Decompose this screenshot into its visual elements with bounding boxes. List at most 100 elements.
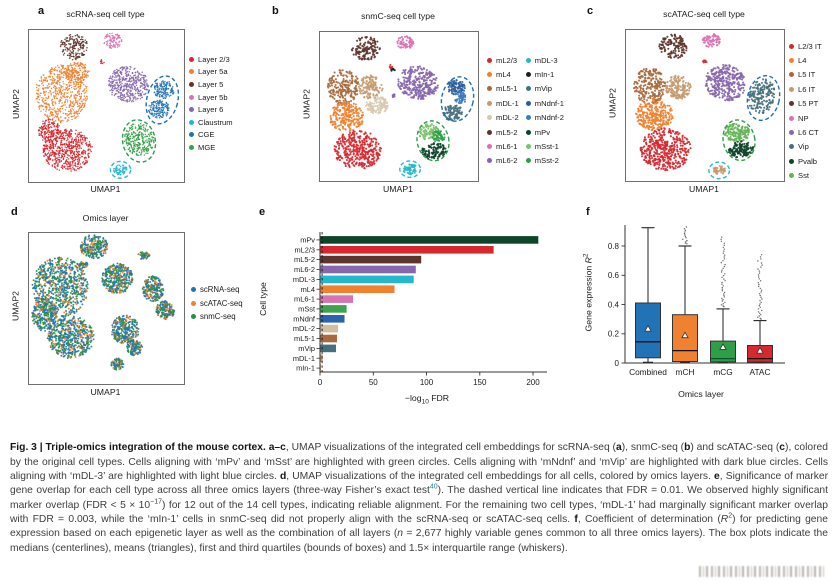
watermark	[699, 566, 826, 577]
caption-segment: a	[615, 442, 622, 454]
legend-label: Layer 6	[198, 105, 224, 115]
outlier-dot	[760, 291, 762, 293]
outlier-dot	[722, 252, 724, 254]
outlier-dot	[761, 298, 763, 300]
outlier-dot	[722, 303, 724, 305]
caption-segment: c	[280, 442, 286, 454]
box-category-label: Combined	[629, 367, 667, 377]
outlier-dot	[684, 229, 687, 231]
legend-c: L2/3 IT L4 L5 IT L6 IT L5 PT NP L6 CT Vip Pvalb S…	[789, 39, 822, 183]
legend-label: L2/3 IT	[798, 41, 822, 51]
legend-swatch	[189, 107, 194, 113]
panel-f-xlabel: Omics layer	[678, 389, 724, 399]
outlier-dot	[724, 280, 726, 282]
outlier-dot	[757, 316, 759, 318]
legend-swatch	[189, 81, 194, 87]
outlier-dot	[759, 312, 761, 314]
outlier-dot	[723, 250, 725, 252]
outlier-dot	[759, 294, 761, 297]
legend-swatch	[189, 119, 194, 125]
caption-segment: 40	[429, 483, 438, 491]
legend-swatch	[487, 57, 492, 63]
legend-item: L4	[789, 53, 822, 67]
legend-swatch	[525, 57, 531, 63]
caption-segment: ), snmC-seq (	[621, 442, 685, 454]
x-tick-label: 150	[473, 378, 487, 387]
caption-segment: R	[720, 514, 729, 526]
legend-swatch	[487, 115, 492, 121]
legend-item: scRNA-seq	[191, 283, 243, 296]
legend-item: mL2/3	[487, 53, 519, 67]
bar-category-label: mSst	[298, 305, 315, 314]
panel-e-xlabel: −log10 FDR	[327, 393, 527, 406]
legend-swatch	[525, 129, 531, 135]
legend-label: snmC-seq	[200, 311, 236, 321]
legend-label: Layer 5	[198, 79, 224, 89]
highlight-circle	[145, 75, 180, 125]
bar	[320, 315, 345, 323]
legend-label: L4	[798, 56, 807, 66]
legend-label: MGE	[198, 142, 216, 152]
legend-label: Claustrum	[198, 117, 233, 127]
highlight-circle	[121, 119, 157, 163]
legend-label: scRNA-seq	[200, 285, 240, 295]
legend-swatch	[189, 132, 194, 138]
legend-swatch	[525, 158, 531, 164]
umap-scatter-c	[625, 29, 785, 182]
bar-category-label: mL6-2	[294, 265, 315, 274]
legend-swatch	[789, 173, 794, 179]
outlier-dot	[760, 266, 762, 268]
outlier-dot	[722, 267, 724, 269]
outlier-dot	[723, 291, 726, 294]
outlier-dot	[682, 238, 684, 240]
outlier-dot	[720, 240, 723, 242]
x-tick-label: 50	[369, 378, 378, 387]
outlier-dot	[758, 270, 761, 272]
panel-a-xlabel: UMAP1	[90, 184, 121, 194]
legend-swatch	[189, 69, 194, 75]
bar	[320, 334, 337, 343]
legend-swatch	[189, 94, 194, 100]
panel-c-xlabel: UMAP1	[689, 184, 719, 194]
mean-marker	[644, 324, 652, 332]
legend-swatch	[525, 115, 531, 121]
outlier-dot	[761, 264, 763, 266]
legend-label: Vip	[798, 142, 809, 152]
legend-item: L6 CT	[789, 125, 822, 139]
caption-segment: ) and scATAC-seq (	[690, 442, 780, 454]
x-tick-label: 200	[526, 378, 540, 387]
xlabel-sub: 10	[421, 398, 429, 406]
bar	[320, 285, 395, 293]
panel-b-ylabel: UMAP2	[301, 89, 312, 119]
outlier-dot	[721, 288, 723, 290]
panel-label-a: a	[38, 5, 45, 17]
outlier-dot	[757, 274, 760, 276]
legend-label: Pvalb	[798, 156, 817, 166]
legend-swatch	[487, 129, 492, 135]
highlight-circle	[440, 76, 475, 122]
legend-b: mL2/3 mL4 mL5-1 mDL-1 mDL-2 mL5-2 mL6-1 mL6-2 mD…	[487, 53, 564, 168]
outlier-dot	[724, 254, 726, 256]
legend-item: mIn-1	[525, 67, 564, 81]
highlight-circle	[109, 160, 132, 179]
outlier-dot	[685, 237, 687, 239]
panel-c-ylabel: UMAP2	[607, 88, 618, 118]
bar	[320, 305, 347, 313]
mean-marker	[681, 331, 689, 339]
outlier-dot	[758, 305, 761, 307]
legend-swatch	[789, 43, 794, 49]
outlier-dot	[722, 274, 725, 277]
outlier-dot	[723, 293, 725, 295]
legend-label: Layer 5b	[198, 92, 228, 102]
outlier-dot	[721, 281, 723, 284]
legend-item: mDL-1	[487, 96, 519, 110]
outlier-dot	[759, 317, 761, 319]
bar-category-label: mL6-1	[294, 295, 315, 304]
caption-segment: ). The dashed vertical line indicates th…	[10, 485, 829, 511]
caption-segment: 2	[728, 512, 733, 520]
outlier-dot	[721, 276, 723, 278]
outlier-dot	[761, 309, 763, 312]
legend-item: mL4	[487, 67, 519, 81]
umap-scatter-d	[28, 232, 185, 385]
caption-segment: Fig. 3 | Triple-omics integration of the…	[10, 442, 269, 454]
